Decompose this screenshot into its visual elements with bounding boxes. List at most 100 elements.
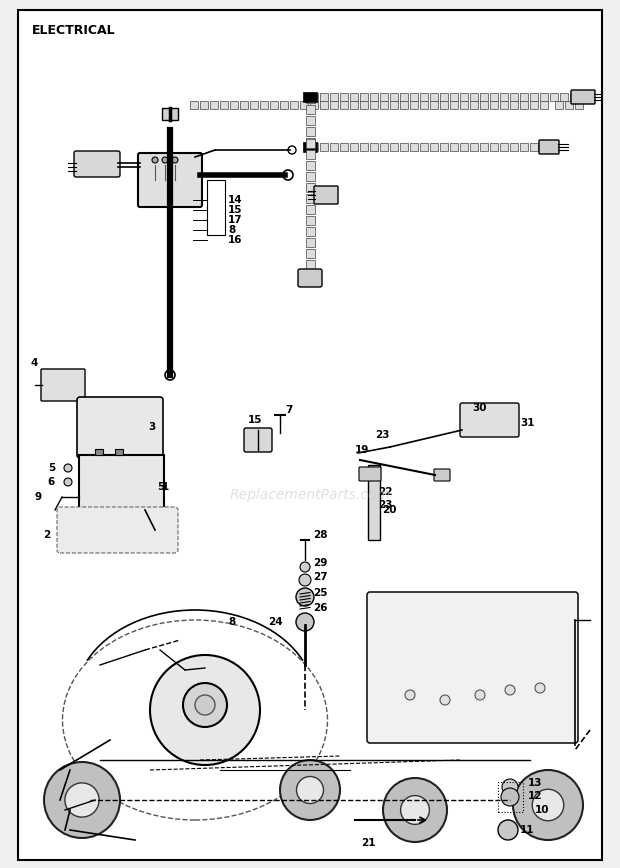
- Bar: [580, 93, 588, 101]
- Bar: [306, 116, 314, 125]
- FancyBboxPatch shape: [244, 428, 272, 452]
- Bar: [306, 260, 314, 269]
- Bar: [300, 101, 308, 109]
- Circle shape: [296, 777, 324, 804]
- Text: 30: 30: [472, 403, 487, 413]
- FancyBboxPatch shape: [77, 397, 163, 458]
- FancyBboxPatch shape: [539, 140, 559, 154]
- Bar: [520, 93, 528, 101]
- Bar: [390, 93, 398, 101]
- Bar: [570, 93, 578, 101]
- Bar: [550, 93, 558, 101]
- Bar: [190, 101, 198, 109]
- Text: 15: 15: [228, 205, 242, 215]
- Bar: [330, 93, 338, 101]
- Bar: [303, 142, 317, 152]
- Text: 20: 20: [382, 505, 397, 515]
- Bar: [560, 93, 568, 101]
- Bar: [540, 101, 548, 109]
- Circle shape: [162, 157, 168, 163]
- Bar: [320, 101, 328, 109]
- Bar: [350, 93, 358, 101]
- Text: 8: 8: [228, 225, 235, 235]
- Bar: [310, 143, 318, 151]
- Bar: [530, 93, 538, 101]
- FancyBboxPatch shape: [41, 369, 85, 401]
- Text: 29: 29: [313, 558, 327, 568]
- Bar: [370, 143, 378, 151]
- Circle shape: [513, 770, 583, 840]
- Bar: [470, 143, 478, 151]
- Bar: [430, 93, 438, 101]
- FancyBboxPatch shape: [571, 90, 595, 104]
- Text: 10: 10: [535, 805, 549, 815]
- Bar: [490, 143, 498, 151]
- Bar: [440, 143, 448, 151]
- Bar: [310, 101, 318, 109]
- Bar: [450, 143, 458, 151]
- Bar: [370, 93, 378, 101]
- Circle shape: [288, 146, 296, 154]
- Bar: [330, 101, 338, 109]
- Bar: [380, 143, 388, 151]
- Bar: [95, 449, 103, 455]
- Bar: [306, 216, 314, 225]
- Text: ELECTRICAL: ELECTRICAL: [32, 24, 115, 37]
- Text: 14: 14: [228, 195, 242, 205]
- Circle shape: [64, 464, 72, 472]
- Circle shape: [299, 574, 311, 586]
- Bar: [400, 93, 408, 101]
- Bar: [230, 101, 238, 109]
- Circle shape: [296, 588, 314, 606]
- Bar: [250, 101, 258, 109]
- Bar: [460, 143, 468, 151]
- Bar: [306, 205, 314, 214]
- Bar: [350, 101, 358, 109]
- Bar: [360, 93, 368, 101]
- FancyBboxPatch shape: [57, 507, 178, 553]
- Bar: [500, 93, 508, 101]
- Circle shape: [505, 685, 515, 695]
- Circle shape: [195, 695, 215, 715]
- Text: 9: 9: [35, 492, 42, 502]
- Bar: [306, 138, 314, 147]
- Bar: [390, 101, 398, 109]
- Bar: [368, 465, 380, 540]
- Bar: [320, 143, 328, 151]
- Bar: [330, 143, 338, 151]
- Bar: [79, 455, 164, 510]
- Text: 23: 23: [378, 500, 392, 510]
- Bar: [530, 101, 538, 109]
- Text: 4: 4: [30, 358, 38, 368]
- Bar: [340, 101, 348, 109]
- Text: 23: 23: [375, 430, 389, 440]
- Bar: [340, 93, 348, 101]
- Bar: [540, 93, 548, 101]
- Bar: [260, 101, 268, 109]
- Text: 5: 5: [157, 482, 164, 492]
- Circle shape: [296, 613, 314, 631]
- Circle shape: [152, 157, 158, 163]
- Circle shape: [300, 562, 310, 572]
- Bar: [306, 161, 314, 170]
- Text: 6: 6: [48, 477, 55, 487]
- Circle shape: [535, 683, 545, 693]
- Bar: [306, 249, 314, 258]
- Bar: [510, 101, 518, 109]
- Bar: [380, 101, 388, 109]
- Text: 1: 1: [162, 482, 169, 492]
- FancyBboxPatch shape: [460, 403, 519, 437]
- Circle shape: [172, 157, 178, 163]
- Bar: [303, 92, 317, 102]
- FancyBboxPatch shape: [367, 592, 578, 743]
- FancyBboxPatch shape: [298, 269, 322, 287]
- Bar: [565, 101, 573, 109]
- Circle shape: [532, 789, 564, 821]
- Bar: [360, 101, 368, 109]
- Bar: [490, 93, 498, 101]
- Text: 5: 5: [48, 463, 55, 473]
- Text: 28: 28: [313, 530, 327, 540]
- Bar: [510, 93, 518, 101]
- Bar: [370, 101, 378, 109]
- Circle shape: [280, 760, 340, 820]
